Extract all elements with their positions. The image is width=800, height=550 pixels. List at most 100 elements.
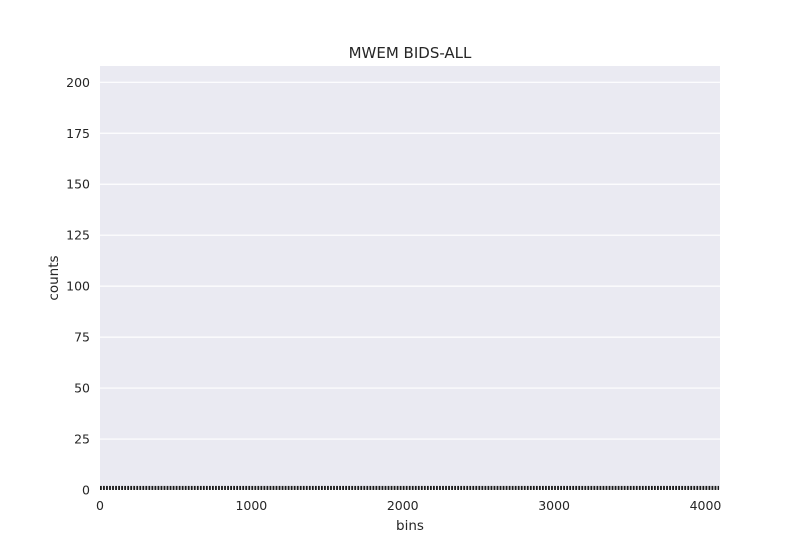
bar [378, 485, 381, 490]
bar [414, 485, 417, 490]
bar [324, 485, 326, 490]
bar [136, 485, 139, 490]
y-tick-label: 150 [66, 177, 90, 192]
bar [275, 485, 278, 490]
bar [100, 485, 102, 490]
y-tick-label: 0 [82, 483, 90, 498]
bar [717, 485, 720, 490]
bar [284, 485, 287, 490]
bar [647, 485, 650, 490]
bar [493, 485, 496, 490]
bar [569, 485, 572, 490]
bar [451, 485, 453, 490]
x-tick-label: 0 [96, 498, 104, 513]
bar [541, 485, 544, 490]
bar [429, 485, 432, 490]
bar [714, 485, 717, 490]
bar [557, 485, 559, 490]
bar [184, 485, 187, 490]
bar [281, 485, 284, 490]
bar [339, 485, 341, 490]
bar [584, 485, 587, 490]
bar [590, 485, 593, 490]
y-tick-label: 25 [74, 432, 90, 447]
bar [178, 485, 181, 490]
bar [690, 485, 693, 490]
y-tick-labels: 0 25 50 75 100 125 150 175 200 [66, 75, 90, 498]
bar [169, 485, 172, 490]
bar [620, 485, 623, 490]
y-axis-label: counts [46, 255, 62, 300]
bar [596, 485, 599, 490]
bar [423, 485, 426, 490]
bar [103, 485, 105, 490]
bar [142, 485, 145, 490]
bar [575, 485, 578, 490]
bar [505, 485, 508, 490]
bar [151, 485, 154, 490]
bar [641, 485, 644, 490]
bar [560, 485, 562, 490]
bar [511, 485, 514, 490]
bar [572, 485, 575, 490]
bar [436, 485, 438, 490]
y-tick-label: 200 [66, 75, 90, 90]
bar [529, 485, 532, 490]
bar [230, 485, 232, 490]
bar [523, 485, 526, 490]
bar [109, 485, 111, 490]
bar [163, 485, 166, 490]
bar [517, 485, 520, 490]
bar [345, 485, 348, 490]
bar [514, 485, 517, 490]
bar [390, 485, 393, 490]
bar [199, 485, 202, 490]
bar [411, 485, 414, 490]
bar [112, 485, 114, 490]
bar [669, 485, 671, 490]
bar [545, 485, 547, 490]
bar [617, 485, 620, 490]
bar [463, 485, 466, 490]
bar [672, 485, 674, 490]
bar [623, 485, 626, 490]
bar [236, 485, 239, 490]
bar [526, 485, 529, 490]
bar [305, 485, 308, 490]
bar [221, 485, 223, 490]
bar [663, 485, 665, 490]
bar [611, 485, 614, 490]
bar [187, 485, 190, 490]
bar [296, 485, 299, 490]
bar [699, 485, 702, 490]
bar [308, 485, 311, 490]
y-tick-label: 50 [74, 381, 90, 396]
bar [508, 485, 511, 490]
bar [632, 485, 635, 490]
bar [287, 485, 290, 490]
bar [154, 485, 157, 490]
bar [242, 485, 245, 490]
bar [160, 485, 163, 490]
y-tick-label: 75 [74, 330, 90, 345]
bar [130, 485, 133, 490]
bar [351, 485, 354, 490]
bar [139, 485, 142, 490]
bar [650, 485, 653, 490]
bar [635, 485, 638, 490]
bar [644, 485, 647, 490]
bar [563, 485, 565, 490]
bar [472, 485, 475, 490]
bar [554, 485, 556, 490]
bar [215, 485, 217, 490]
bars [100, 485, 720, 490]
bar [484, 485, 487, 490]
bar [532, 485, 535, 490]
bar [548, 485, 550, 490]
bar [442, 485, 444, 490]
bar [454, 485, 457, 490]
bar [227, 485, 229, 490]
bar [693, 485, 696, 490]
bar [708, 485, 711, 490]
bar [402, 485, 405, 490]
